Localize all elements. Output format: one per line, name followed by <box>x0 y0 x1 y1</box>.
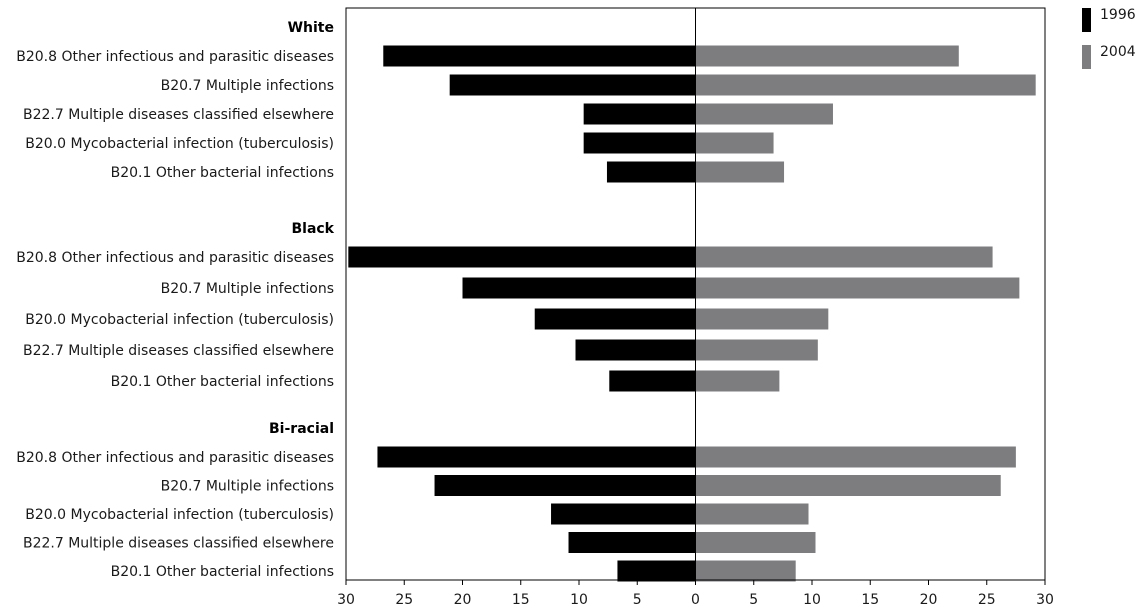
x-tick-label: 5 <box>749 592 758 608</box>
x-tick-label: 15 <box>861 592 879 608</box>
category-label: B20.1 Other bacterial infections <box>111 374 334 390</box>
legend: 1996 2004 <box>1082 7 1136 69</box>
category-label: B22.7 Multiple diseases classified elsew… <box>23 107 334 123</box>
category-label: B20.7 Multiple infections <box>161 479 334 495</box>
bar-2004 <box>695 560 796 582</box>
bar-1996 <box>462 277 696 299</box>
bar-2004 <box>695 339 818 361</box>
bar-2004 <box>695 246 993 268</box>
bar-2004 <box>695 370 780 392</box>
bar-2004 <box>695 446 1016 468</box>
bar-1996 <box>449 74 696 96</box>
bar-1996 <box>617 560 696 582</box>
category-label: B20.8 Other infectious and parasitic dis… <box>16 450 334 466</box>
category-label: B20.0 Mycobacterial infection (tuberculo… <box>25 507 334 523</box>
bar-2004 <box>695 532 816 553</box>
bar-1996 <box>377 446 696 468</box>
x-tick-label: 30 <box>337 592 355 608</box>
bar-1996 <box>534 308 696 330</box>
group-label: Black <box>291 221 334 237</box>
bar-2004 <box>695 308 829 330</box>
bar-1996 <box>434 475 696 496</box>
bar-2004 <box>695 45 959 67</box>
category-label: B20.0 Mycobacterial infection (tuberculo… <box>25 312 334 328</box>
bar-2004 <box>695 503 809 525</box>
x-tick-label: 20 <box>920 592 938 608</box>
bar-1996 <box>583 103 696 125</box>
legend-swatch-2004 <box>1082 45 1091 69</box>
bar-2004 <box>695 475 1001 496</box>
x-tick-label: 0 <box>691 592 700 608</box>
bar-1996 <box>551 503 696 525</box>
x-tick-label: 5 <box>633 592 642 608</box>
bar-1996 <box>568 532 696 553</box>
x-tick-label: 20 <box>454 592 472 608</box>
bar-1996 <box>383 45 696 67</box>
category-label: B20.7 Multiple infections <box>161 78 334 94</box>
axes-layer: 30 25 20 15 10 5 0 5 10 15 20 25 30 <box>337 7 1054 608</box>
category-label: B20.1 Other bacterial infections <box>111 564 334 580</box>
x-tick-label: 10 <box>803 592 821 608</box>
category-labels: White B20.8 Other infectious and parasiti… <box>16 20 334 580</box>
x-tick-label: 10 <box>570 592 588 608</box>
bar-2004 <box>695 74 1036 96</box>
category-label: B20.8 Other infectious and parasitic dis… <box>16 250 334 266</box>
x-tick-label: 15 <box>512 592 530 608</box>
bar-2004 <box>695 277 1020 299</box>
category-label: B22.7 Multiple diseases classified elsew… <box>23 343 334 359</box>
x-tick-label: 30 <box>1036 592 1054 608</box>
legend-swatch-1996 <box>1082 8 1091 32</box>
bar-2004 <box>695 103 833 125</box>
category-label: B20.8 Other infectious and parasitic dis… <box>16 49 334 65</box>
category-label: B20.1 Other bacterial infections <box>111 165 334 181</box>
category-label: B20.0 Mycobacterial infection (tuberculo… <box>25 136 334 152</box>
bar-1996 <box>609 370 696 392</box>
x-tick-label: 25 <box>395 592 413 608</box>
bar-2004 <box>695 161 785 183</box>
bar-2004 <box>695 132 774 154</box>
bar-1996 <box>348 246 696 268</box>
group-label: Bi-racial <box>269 421 334 437</box>
legend-label-2004: 2004 <box>1100 44 1136 60</box>
bar-1996 <box>575 339 696 361</box>
bars-layer <box>348 45 1036 582</box>
x-tick-label: 25 <box>978 592 996 608</box>
category-label: B20.7 Multiple infections <box>161 281 334 297</box>
legend-label-1996: 1996 <box>1100 7 1136 23</box>
category-label: B22.7 Multiple diseases classified elsew… <box>23 536 334 552</box>
bar-1996 <box>583 132 696 154</box>
group-label: White <box>288 20 334 36</box>
bar-1996 <box>606 161 696 183</box>
